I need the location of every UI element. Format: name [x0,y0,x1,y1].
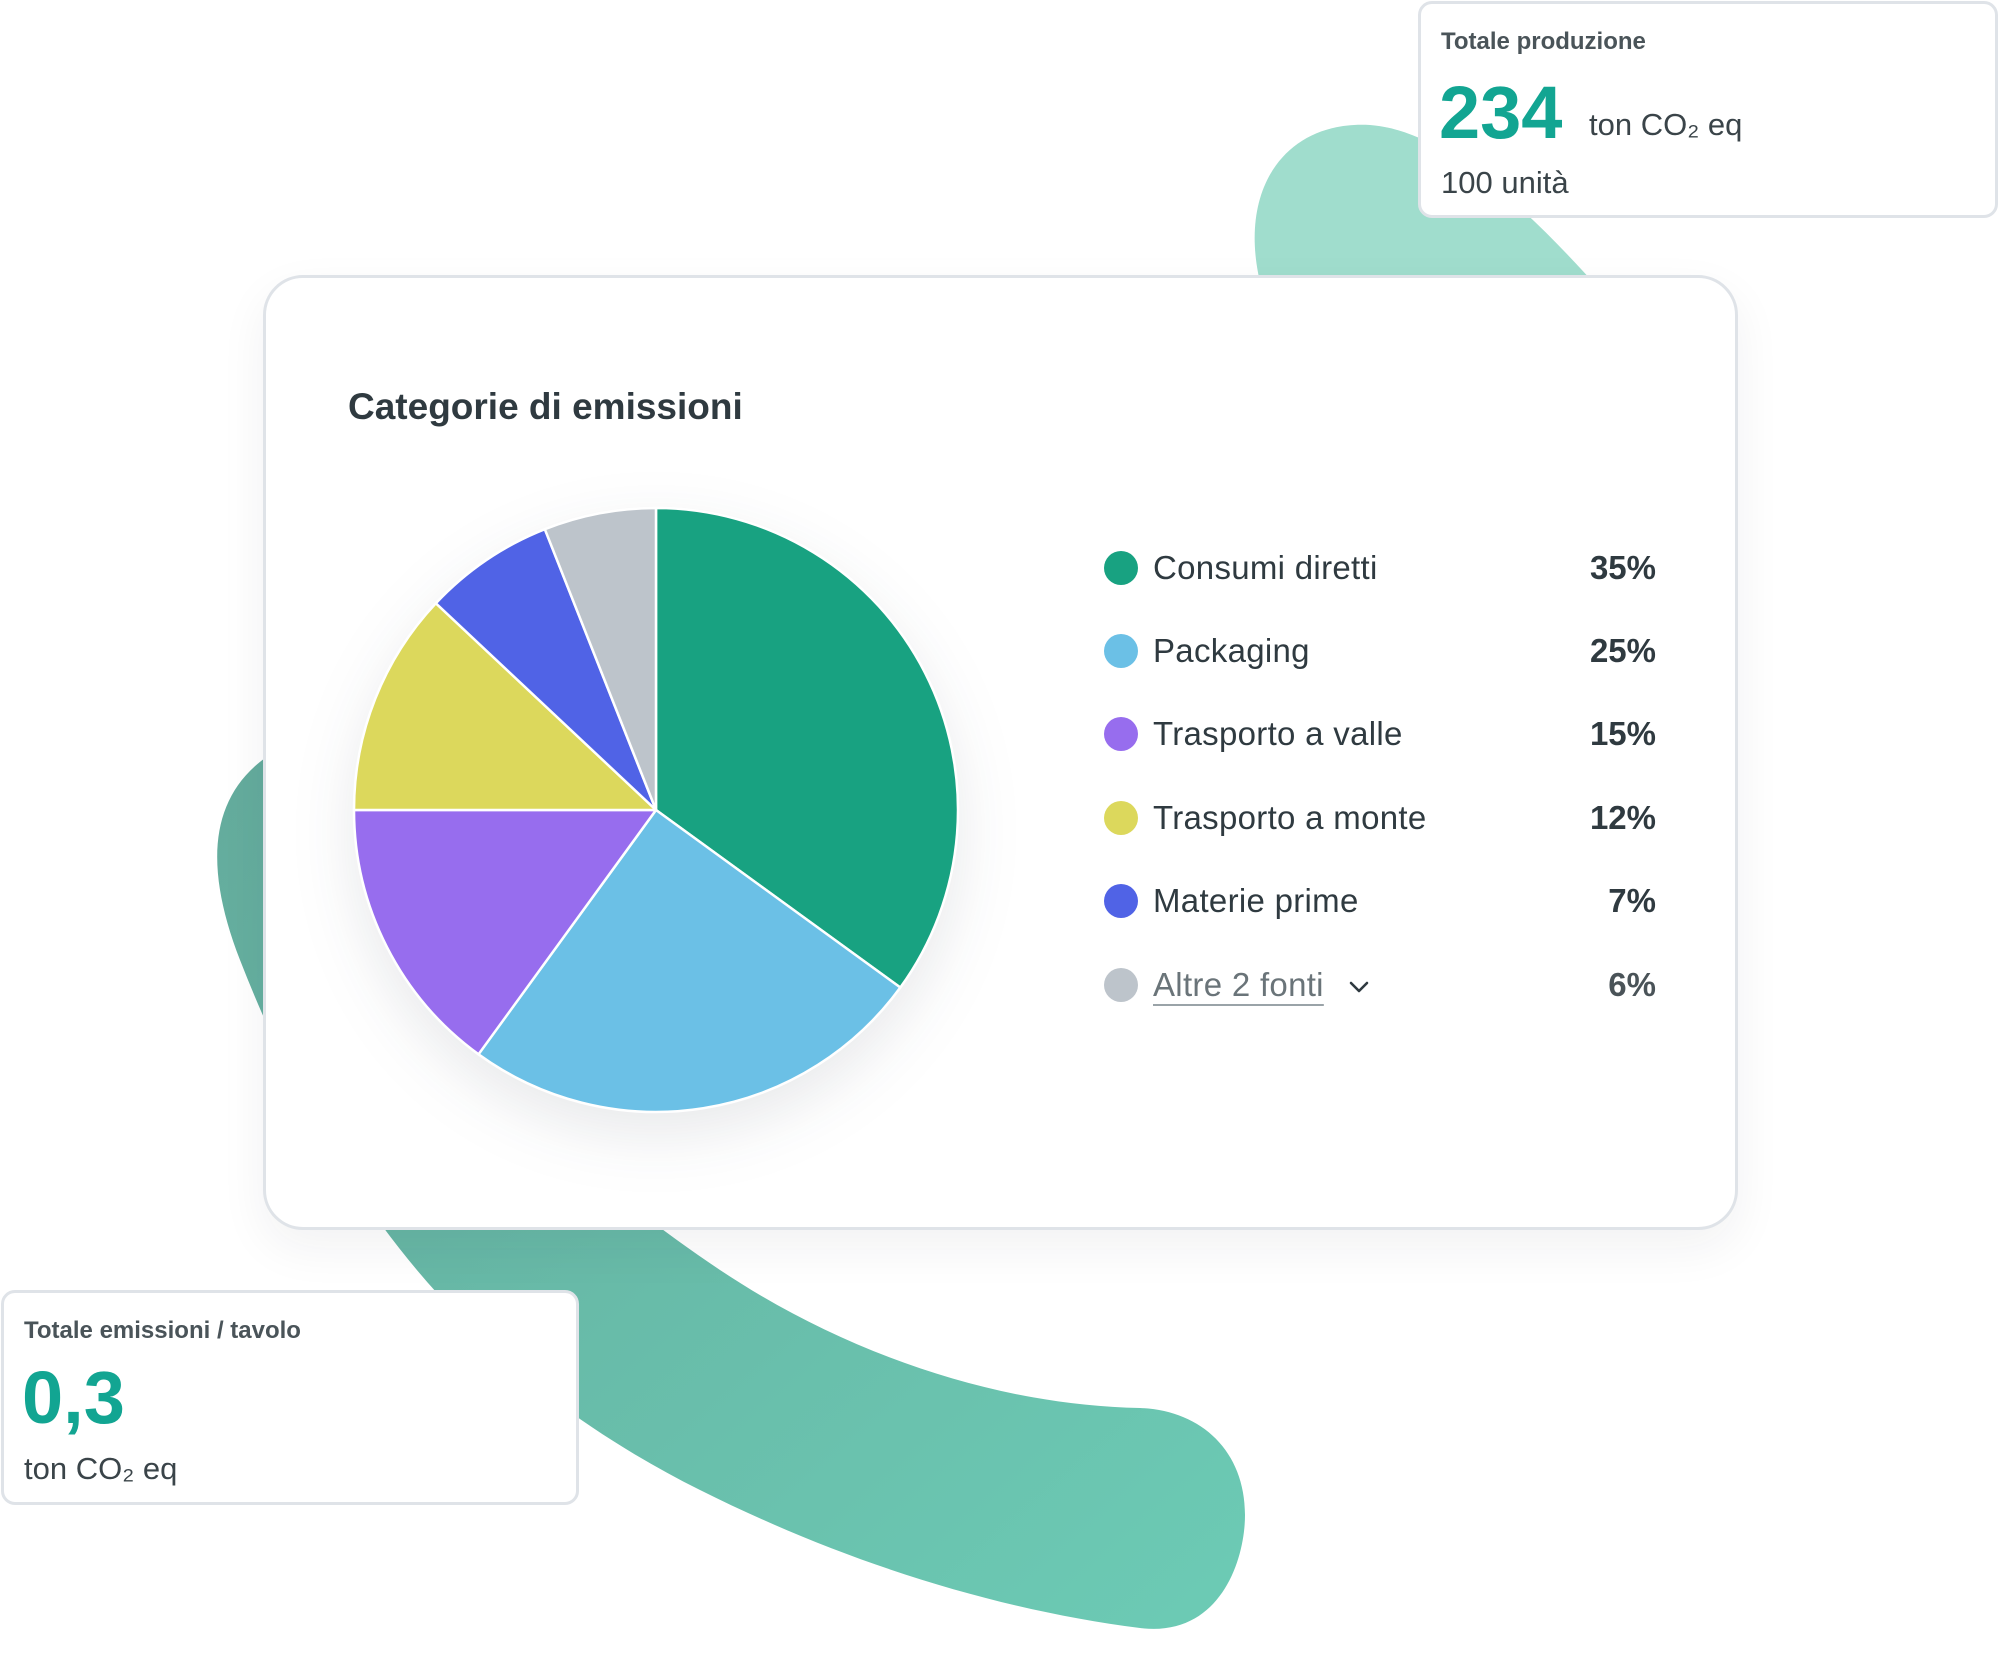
legend-item: Consumi diretti 35% [1104,526,1656,609]
total-emissions-card: Totale emissioni / tavolo 0,3 ton CO₂ eq [1,1290,579,1505]
legend-label: Materie prime [1153,882,1359,920]
legend-item: Trasporto a monte 12% [1104,776,1656,859]
emission-categories-card: Categorie di emissioni Consumi diretti 3… [263,275,1738,1230]
pie-slice-4 [352,602,658,812]
legend-label: Trasporto a monte [1153,798,1427,836]
kpi-unit: ton CO₂ eq [1589,107,1743,142]
pie-slice-3 [352,808,658,1056]
legend-dot [1104,800,1138,835]
chevron-down-icon[interactable] [1346,974,1372,1000]
pie-chart [352,506,960,1114]
legend-item: Materie prime 7% [1104,860,1656,943]
legend-dot [1104,967,1138,1002]
legend-label: Trasporto a valle [1153,715,1403,753]
legend-dot [1104,550,1138,585]
legend-item: Packaging 25% [1104,609,1656,692]
legend-percentage: 15% [1589,715,1656,753]
kpi-value: 0,3 [22,1356,125,1439]
chart-legend: Consumi diretti 35% Packaging 25% Traspo… [1104,526,1656,1026]
kpi-title: Totale produzione [1441,28,1646,55]
legend-percentage: 25% [1589,632,1656,670]
other-sources-link[interactable]: Altre 2 fonti [1153,965,1324,1003]
legend-dot [1104,634,1138,669]
legend-dot [1104,717,1138,752]
decor-swoosh-bottom [217,758,1246,1629]
legend-dot [1104,884,1138,919]
legend-percentage: 6% [1608,965,1656,1003]
pie-slice-6 [543,506,658,812]
pie-slice-2 [477,808,902,1114]
legend-percentage: 35% [1589,548,1656,586]
legend-percentage: 7% [1608,882,1656,920]
kpi-title: Totale emissioni / tavolo [24,1317,301,1344]
kpi-subtitle: 100 unità [1441,165,1569,200]
legend-label: Consumi diretti [1153,548,1378,586]
legend-item: Trasporto a valle 15% [1104,693,1656,776]
pie-slice-5 [434,527,658,812]
legend-percentage: 12% [1589,798,1656,836]
chart-title: Categorie di emissioni [348,386,743,427]
kpi-value: 234 [1439,71,1563,154]
kpi-unit: ton CO₂ eq [24,1451,178,1486]
legend-item-expandable[interactable]: Altre 2 fonti 6% [1104,943,1656,1026]
total-production-card: Totale produzione 234 ton CO₂ eq 100 uni… [1418,1,1998,218]
legend-label: Packaging [1153,632,1310,670]
pie-slice-1 [654,506,960,989]
